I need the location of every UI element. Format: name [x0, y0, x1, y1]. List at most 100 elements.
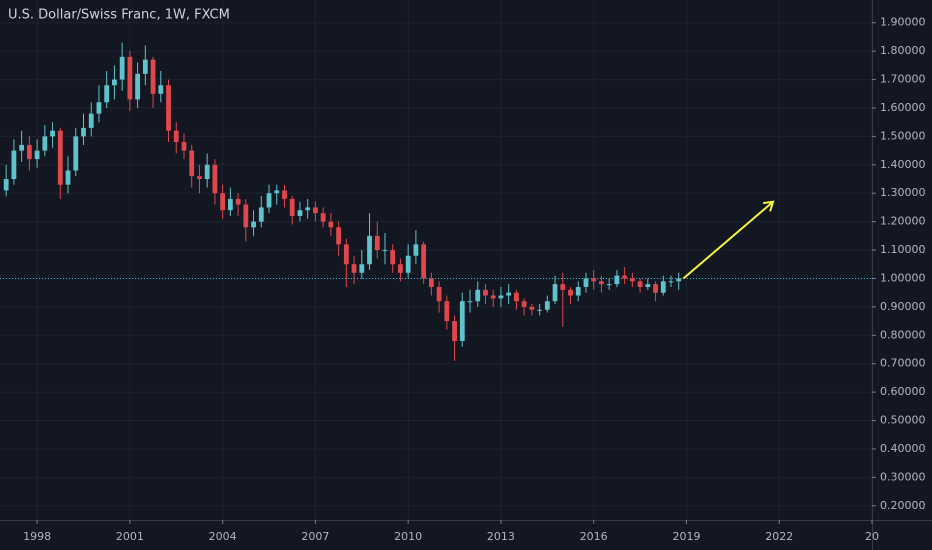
candle-body [158, 85, 164, 94]
candle-body [189, 150, 195, 177]
candle-body [444, 301, 450, 322]
candle-body [521, 301, 527, 307]
candle-body [676, 278, 682, 282]
y-tick-label: 1.80000 [880, 44, 926, 57]
candle-body [428, 278, 434, 287]
x-tick-label: 1998 [23, 530, 51, 543]
candle-body [220, 193, 226, 211]
candle-body [359, 264, 365, 273]
y-tick-label: 0.40000 [880, 442, 926, 455]
candle-body [258, 207, 264, 222]
y-tick-label: 1.00000 [880, 271, 926, 284]
candle-body [367, 235, 372, 265]
candle-body [181, 142, 187, 151]
candle-body [34, 150, 40, 160]
y-tick-label: 1.70000 [880, 73, 926, 86]
candle-body [629, 278, 635, 282]
candle-body [73, 136, 79, 171]
candle-body [320, 213, 326, 222]
candle-body [274, 190, 280, 194]
candle-body [537, 309, 542, 311]
candle-body [544, 301, 550, 310]
candle-body [459, 301, 465, 341]
candle-body [483, 289, 488, 296]
candle-body [135, 73, 140, 100]
candle-body [150, 59, 156, 94]
candle-body [235, 198, 241, 205]
candle-body [127, 56, 133, 100]
candle-body [142, 59, 148, 74]
candle-body [88, 113, 94, 128]
candle-body [660, 281, 666, 293]
candle-body [622, 275, 628, 279]
y-tick-label: 0.80000 [880, 328, 926, 341]
candle-body [560, 284, 566, 290]
candle-body [26, 144, 32, 160]
candle-body [3, 179, 9, 191]
candle-body [336, 227, 341, 245]
candle-body [173, 130, 179, 143]
candle-body [65, 170, 71, 185]
candle-body [614, 275, 620, 285]
candle-body [475, 289, 481, 302]
y-tick-label: 1.40000 [880, 158, 926, 171]
candle-body [583, 278, 589, 287]
candle-body [313, 207, 318, 214]
candle-body [166, 85, 171, 131]
candle-body [289, 198, 295, 216]
candle-body [591, 278, 597, 282]
candle-body [197, 176, 202, 180]
candle-body [467, 301, 473, 303]
x-tick-label: 2016 [580, 530, 608, 543]
x-tick-label: 2004 [209, 530, 237, 543]
candle-body [50, 130, 55, 137]
y-tick-label: 0.90000 [880, 300, 926, 313]
y-tick-label: 0.70000 [880, 357, 926, 370]
x-tick-label: 2007 [301, 530, 329, 543]
candle-body [390, 250, 396, 265]
candle-body [421, 244, 427, 279]
candle-body [374, 235, 380, 251]
candle-body [328, 221, 334, 228]
candle-body [305, 207, 311, 211]
x-tick-label: 2013 [487, 530, 515, 543]
arrow-line [682, 200, 774, 280]
candle-body [19, 144, 25, 151]
y-tick-label: 0.30000 [880, 470, 926, 483]
candle-body [575, 286, 581, 296]
candle-body [490, 295, 496, 299]
y-tick-label: 0.50000 [880, 414, 926, 427]
candle-body [413, 244, 419, 256]
candle-body [351, 264, 357, 273]
candle-body [212, 164, 218, 194]
x-tick-label: 2010 [394, 530, 422, 543]
candle-body [112, 79, 117, 86]
candle-body [382, 250, 388, 252]
candle-body [568, 289, 573, 296]
candle-body [606, 284, 612, 286]
candle-body [452, 321, 457, 341]
candle-body [266, 193, 272, 208]
candle-body [506, 292, 512, 296]
candle-body [42, 136, 48, 151]
candle-body [297, 210, 303, 216]
candle-body [599, 281, 604, 285]
y-tick-label: 1.10000 [880, 243, 926, 256]
candle-body [11, 150, 17, 180]
candle-body [552, 284, 558, 302]
chart-title: U.S. Dollar/Swiss Franc, 1W, FXCM [8, 8, 230, 23]
y-tick-label: 1.20000 [880, 215, 926, 228]
candle-body [529, 306, 535, 310]
plot [0, 42, 872, 361]
x-tick-label: 20 [865, 530, 879, 543]
x-tick-label: 2019 [672, 530, 700, 543]
candle-body [119, 56, 125, 80]
arrow-head [763, 200, 775, 212]
candle-body [104, 85, 110, 103]
candle-body [637, 281, 643, 287]
candle-body [405, 255, 411, 273]
candle-body [436, 286, 442, 302]
candle-body [251, 221, 256, 228]
y-tick-label: 0.60000 [880, 385, 926, 398]
candle-body [57, 130, 63, 185]
